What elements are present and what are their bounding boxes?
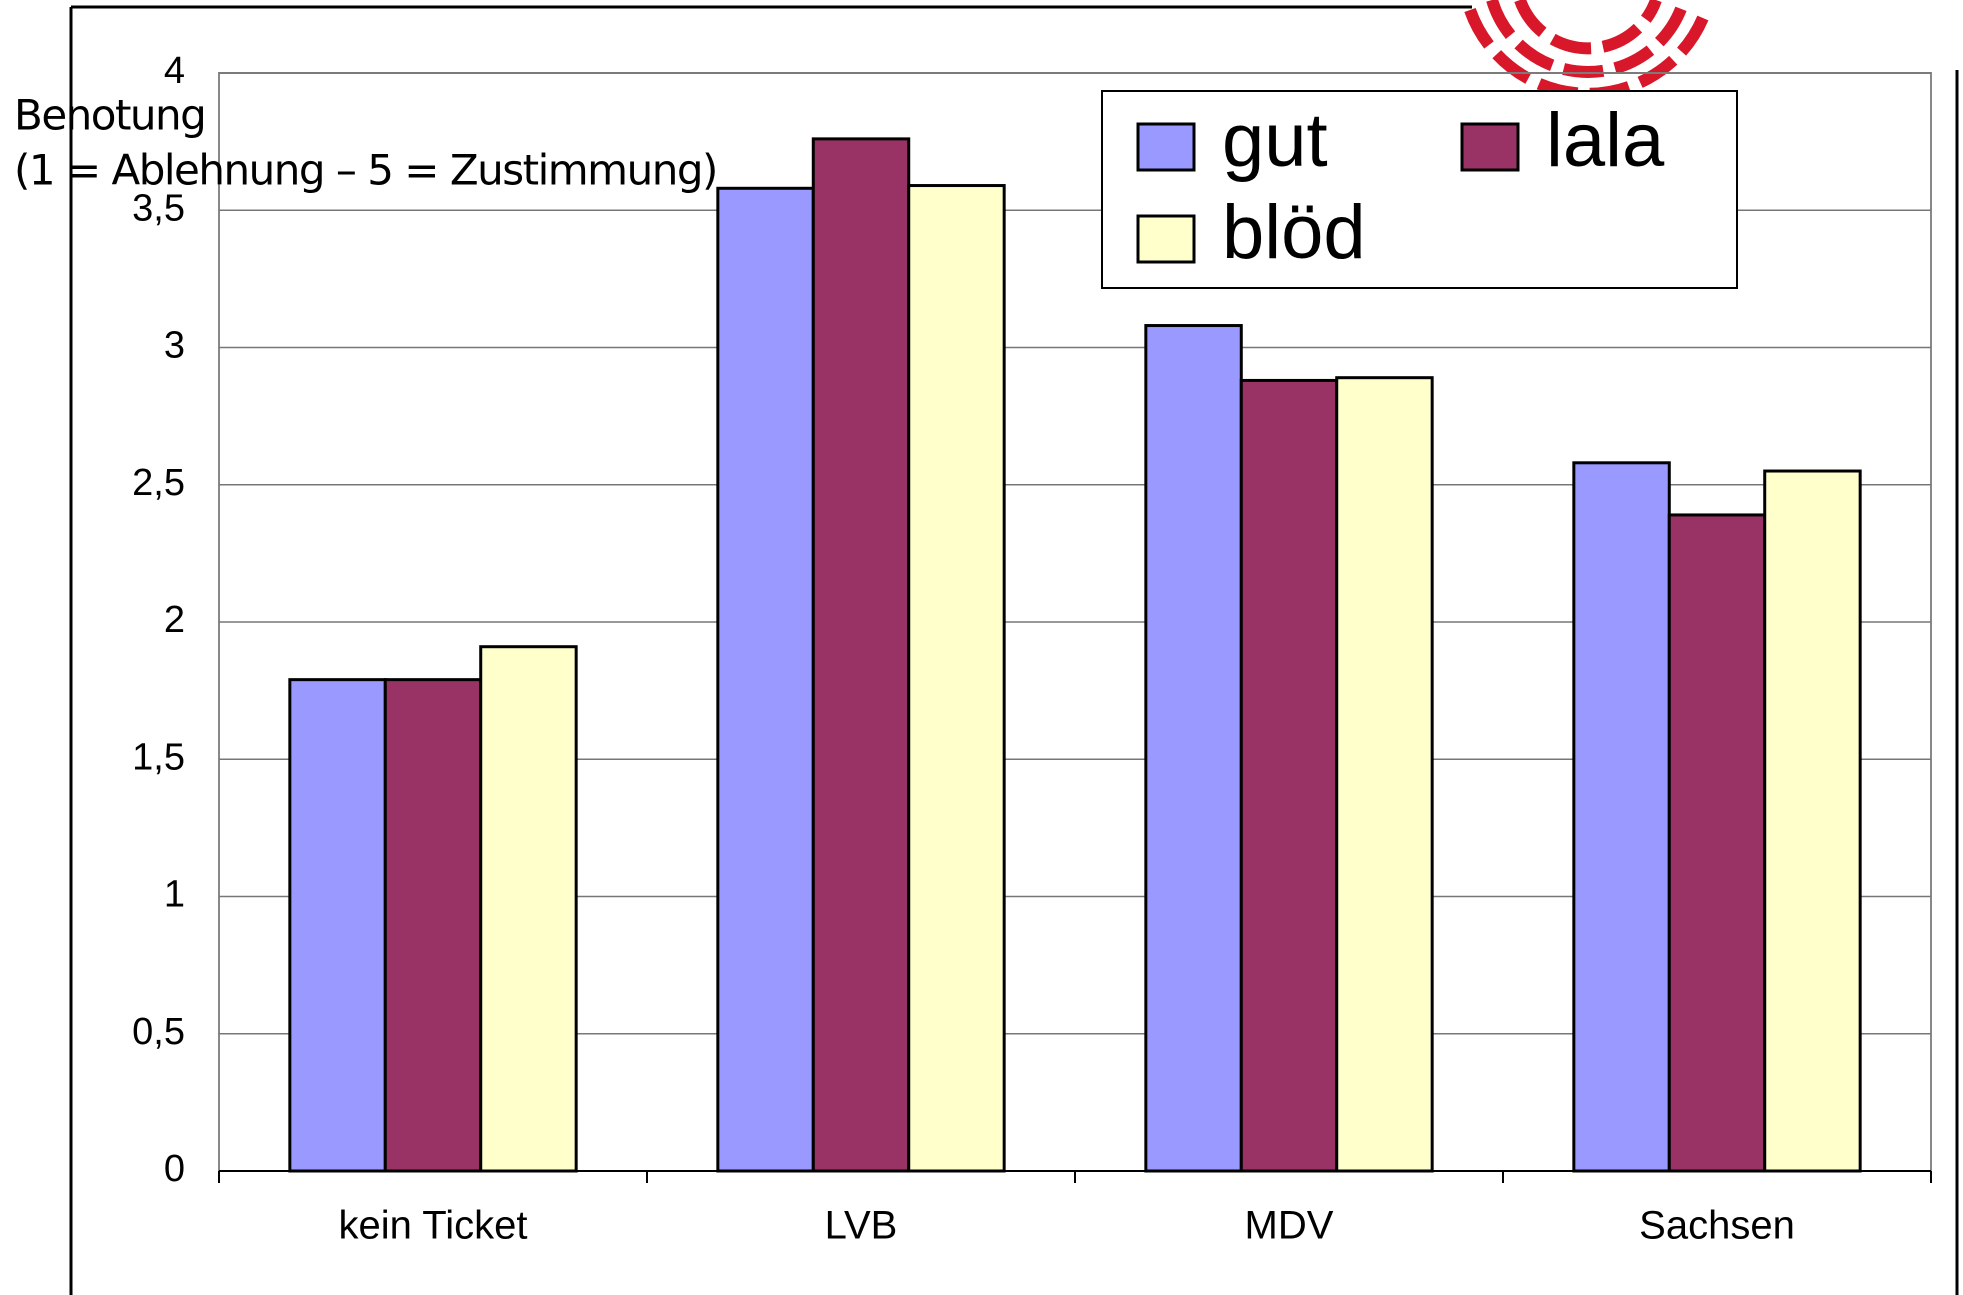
y-tick-label: 2,5 xyxy=(132,462,185,504)
legend-label: blöd xyxy=(1222,190,1366,275)
bar xyxy=(1239,378,1339,1173)
bar xyxy=(288,678,387,1173)
x-tick-label: kein Ticket xyxy=(339,1204,528,1248)
logo xyxy=(1464,0,1712,100)
y-tick-label: 3,5 xyxy=(132,187,185,229)
y-tick-label: 1 xyxy=(164,874,185,916)
bar xyxy=(383,678,483,1173)
legend-swatch xyxy=(1136,214,1196,264)
x-tick-label: MDV xyxy=(1245,1204,1334,1248)
legend-swatch xyxy=(1136,122,1196,172)
legend-label: lala xyxy=(1546,98,1665,183)
bar xyxy=(716,186,815,1173)
bar xyxy=(811,137,911,1173)
y-tick-label: 1,5 xyxy=(132,736,185,778)
bar xyxy=(1335,376,1434,1173)
y-axis-label: (1 = Ablehnung – 5 = Zustimmung) xyxy=(14,146,717,195)
bar xyxy=(907,184,1006,1173)
y-axis-label: Benotung xyxy=(14,91,205,140)
y-tick-label: 2 xyxy=(164,599,185,641)
bar xyxy=(1763,469,1862,1173)
bar xyxy=(1572,461,1671,1173)
x-tick-label: Sachsen xyxy=(1639,1204,1795,1248)
bar xyxy=(479,645,578,1173)
bar xyxy=(1667,513,1767,1173)
y-tick-label: 0 xyxy=(164,1148,185,1190)
y-tick-label: 0,5 xyxy=(132,1011,185,1053)
legend xyxy=(1101,90,1738,289)
y-tick-label: 4 xyxy=(164,50,185,92)
legend-swatch xyxy=(1460,122,1520,172)
x-tick-label: LVB xyxy=(825,1204,898,1248)
bar xyxy=(1144,324,1243,1173)
y-tick-label: 3 xyxy=(164,325,185,367)
legend-label: gut xyxy=(1222,98,1328,183)
